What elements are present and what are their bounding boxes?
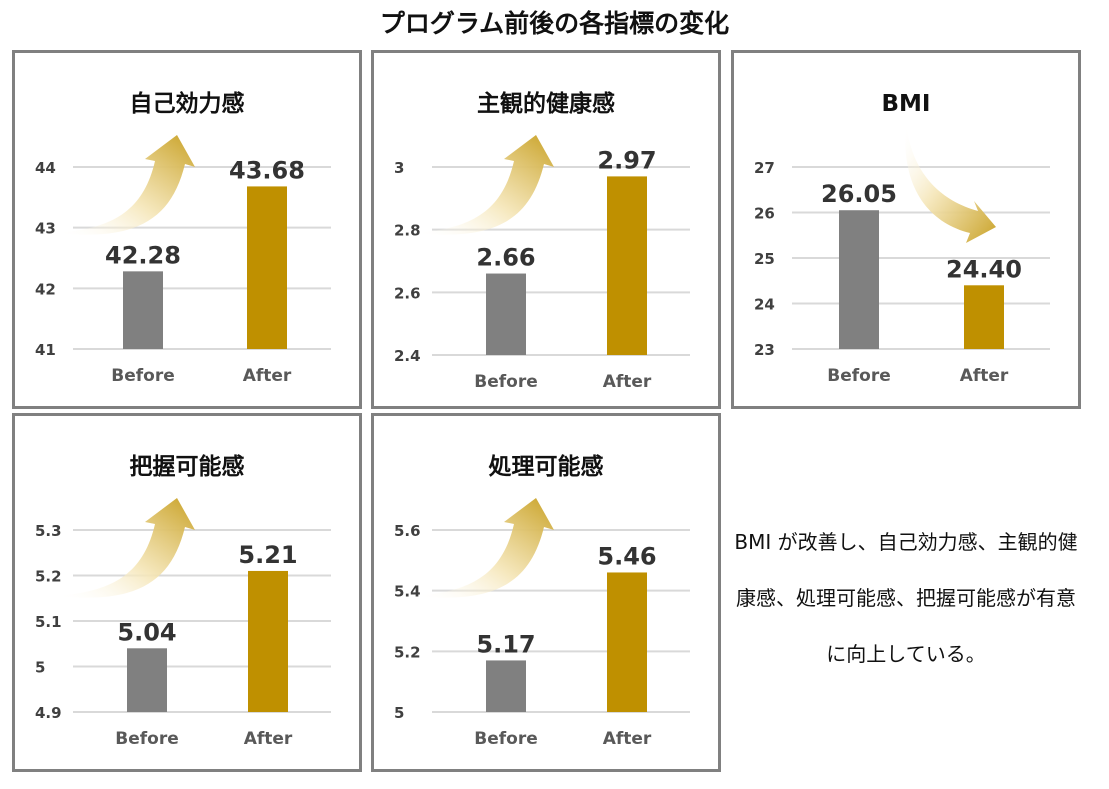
chart-title: 自己効力感 <box>130 90 245 117</box>
y-tick-label: 5.1 <box>35 613 62 631</box>
y-tick-label: 3 <box>394 159 404 177</box>
chart-panel-manageability: 処理可能感 5 5.2 5.4 5.6 5.17 Before 5.46 After <box>371 413 721 772</box>
x-tick-label: Before <box>474 729 537 749</box>
chart-svg: 自己効力感 41 42 43 44 42.28 Before 43.68 After <box>35 90 331 386</box>
chart-svg: 処理可能感 5 5.2 5.4 5.6 5.17 Before 5.46 After <box>394 453 690 749</box>
data-label: 26.05 <box>821 180 897 208</box>
bar-after <box>607 572 647 712</box>
bar-before <box>127 648 167 712</box>
y-tick-label: 41 <box>35 341 56 359</box>
y-tick-label: 2.6 <box>394 284 421 302</box>
bar-after <box>247 186 287 349</box>
data-label: 42.28 <box>105 241 181 269</box>
x-tick-label: After <box>960 366 1009 386</box>
y-tick-label: 2.4 <box>394 347 421 365</box>
data-label: 5.46 <box>597 542 656 570</box>
y-tick-label: 25 <box>754 250 775 268</box>
bar-after <box>248 570 288 712</box>
y-tick-label: 24 <box>754 296 775 314</box>
y-tick-label: 2.8 <box>394 222 421 240</box>
arrow-up-icon <box>55 135 195 235</box>
y-tick-label: 5.6 <box>394 522 421 540</box>
y-tick-label: 26 <box>754 205 775 223</box>
arrow-down-icon <box>905 123 996 243</box>
chart-title: 把握可能感 <box>130 453 245 480</box>
bar-before <box>123 271 163 349</box>
x-tick-label: After <box>243 366 292 386</box>
y-tick-label: 23 <box>754 341 775 359</box>
data-label: 5.21 <box>238 541 297 569</box>
data-label: 2.66 <box>476 244 535 272</box>
chart-svg: 把握可能感 4.9 5 5.1 5.2 5.3 5.04 Before 5.21 After <box>35 453 331 749</box>
y-tick-label: 5 <box>394 704 404 722</box>
y-tick-label: 27 <box>754 159 775 177</box>
bar-before <box>486 273 526 355</box>
y-tick-label: 5.2 <box>35 568 62 586</box>
x-tick-label: After <box>603 729 652 749</box>
data-label: 24.40 <box>946 255 1022 283</box>
y-tick-label: 5.3 <box>35 522 62 540</box>
summary-text: BMI が改善し、自己効力感、主観的健康感、処理可能感、把握可能感が有意に向上し… <box>734 530 1078 666</box>
chart-title: 処理可能感 <box>489 453 604 480</box>
chart-panel-bmi: BMI 23 24 25 26 27 26.05 Before 24.40 After <box>731 50 1081 409</box>
bar-after <box>607 176 647 355</box>
bar-after <box>964 285 1004 349</box>
arrow-up-icon <box>414 135 554 235</box>
x-tick-label: After <box>244 729 293 749</box>
data-label: 5.17 <box>476 630 535 658</box>
x-tick-label: Before <box>111 366 174 386</box>
chart-panel-comprehensibility: 把握可能感 4.9 5 5.1 5.2 5.3 5.04 Before 5.21 After <box>12 413 362 772</box>
arrow-up-icon <box>55 498 195 598</box>
y-tick-label: 5.2 <box>394 643 421 661</box>
y-tick-label: 5 <box>35 659 45 677</box>
bar-before <box>839 210 879 349</box>
chart-svg: BMI 23 24 25 26 27 26.05 Before 24.40 After <box>754 91 1050 386</box>
data-label: 2.97 <box>597 146 656 174</box>
chart-panel-subjective-health: 主観的健康感 2.4 2.6 2.8 3 2.66 Before 2.97 After <box>371 50 721 409</box>
y-tick-label: 43 <box>35 220 56 238</box>
x-tick-label: Before <box>827 366 890 386</box>
chart-title: BMI <box>882 91 931 117</box>
bar-before <box>486 660 526 712</box>
chart-title: 主観的健康感 <box>477 90 615 117</box>
y-tick-label: 44 <box>35 159 56 177</box>
data-label: 43.68 <box>229 156 305 184</box>
y-tick-label: 42 <box>35 280 56 298</box>
x-tick-label: Before <box>474 372 537 392</box>
x-tick-label: After <box>603 372 652 392</box>
chart-svg: 主観的健康感 2.4 2.6 2.8 3 2.66 Before 2.97 After <box>394 90 690 392</box>
chart-panel-self-efficacy: 自己効力感 41 42 43 44 42.28 Before 43.68 After <box>12 50 362 409</box>
page-title: プログラム前後の各指標の変化 <box>379 9 730 38</box>
y-tick-label: 4.9 <box>35 704 62 722</box>
x-tick-label: Before <box>115 729 178 749</box>
y-tick-label: 5.4 <box>394 583 421 601</box>
arrow-up-icon <box>414 498 554 598</box>
data-label: 5.04 <box>117 618 176 646</box>
